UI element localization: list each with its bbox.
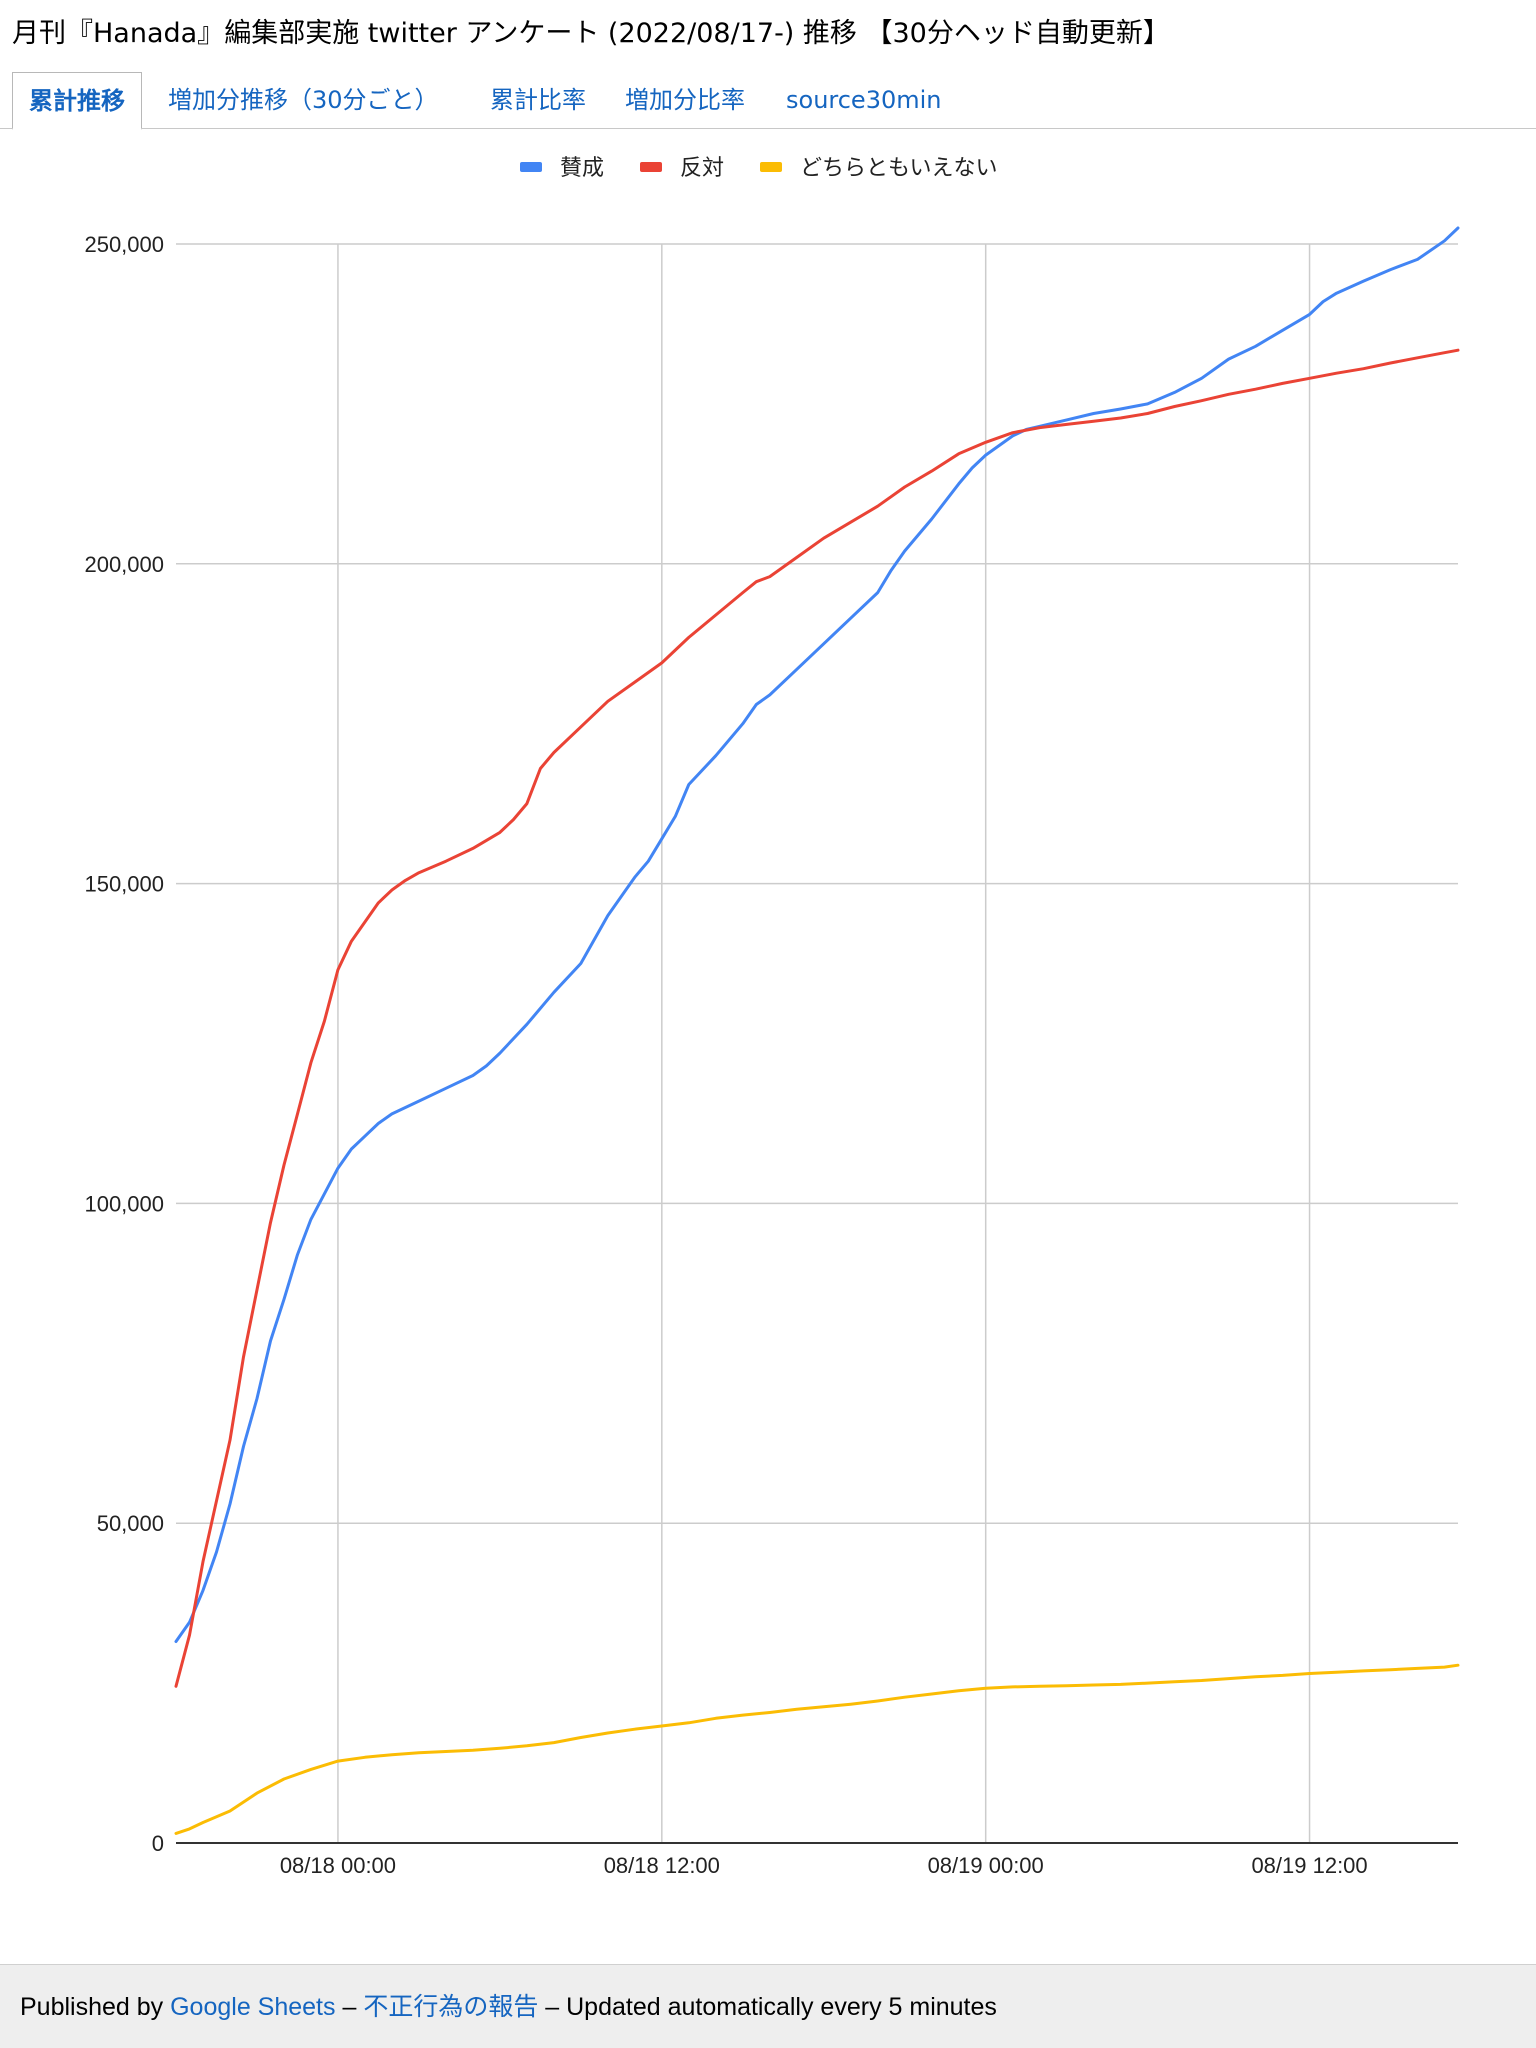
- y-tick-label: 200,000: [84, 552, 164, 577]
- tab-cumulative[interactable]: 累計推移: [12, 72, 142, 130]
- series-line-1: [174, 348, 1460, 1688]
- legend-label: どちらともいえない: [800, 156, 998, 181]
- tab-source30min[interactable]: source30min: [786, 86, 942, 114]
- y-tick-label: 0: [152, 1831, 164, 1856]
- series-line-2: [174, 1663, 1460, 1835]
- legend-label: 賛成: [560, 156, 604, 181]
- published-footer: Published by Google Sheets – 不正行為の報告 – U…: [0, 1964, 1536, 2048]
- y-tick-label: 250,000: [84, 232, 164, 257]
- x-tick-label: 08/18 00:00: [280, 1853, 396, 1878]
- footer-published-by: Published by: [20, 1993, 171, 2021]
- line-chart: 0 50,000 100,000 150,000 200,000 250,000 08/18…: [84, 156, 1460, 1878]
- x-tick-label: 08/18 12:00: [604, 1853, 720, 1878]
- x-tick-label: 08/19 00:00: [928, 1853, 1044, 1878]
- footer-separator: –: [335, 1993, 364, 2021]
- legend-swatch: [520, 162, 542, 172]
- legend-swatch: [760, 162, 782, 172]
- page-title: 月刊『Hanada』編集部実施 twitter アンケート (2022/08/1…: [12, 18, 1170, 49]
- tab-increase-ratio[interactable]: 増加分比率: [625, 86, 745, 114]
- y-tick-label: 150,000: [84, 872, 164, 897]
- chart-gridlines: [176, 243, 1458, 1843]
- chart-series: [174, 226, 1460, 1835]
- google-sheets-link[interactable]: Google Sheets: [170, 1993, 336, 2021]
- tab-increase-30min[interactable]: 増加分推移（30分ごと）: [168, 86, 439, 114]
- legend-swatch: [640, 162, 662, 172]
- tab-cumulative-ratio[interactable]: 累計比率: [490, 86, 586, 114]
- y-tick-label: 100,000: [84, 1191, 164, 1216]
- report-abuse-link[interactable]: 不正行為の報告: [363, 1993, 539, 2021]
- series-line-0: [174, 226, 1460, 1643]
- y-tick-label: 50,000: [97, 1511, 164, 1536]
- legend-label: 反対: [680, 156, 724, 181]
- footer-separator: –: [538, 1993, 567, 2021]
- x-tick-label: 08/19 12:00: [1251, 1853, 1367, 1878]
- chart-legend: 賛成 反対 どちらともいえない: [520, 156, 998, 181]
- chart-axes: 0 50,000 100,000 150,000 200,000 250,000 08/18…: [84, 232, 1458, 1878]
- sheet-tab-bar: 累計推移 増加分推移（30分ごと） 累計比率 増加分比率 source30min: [0, 70, 1536, 130]
- footer-update-note: Updated automatically every 5 minutes: [566, 1993, 997, 2021]
